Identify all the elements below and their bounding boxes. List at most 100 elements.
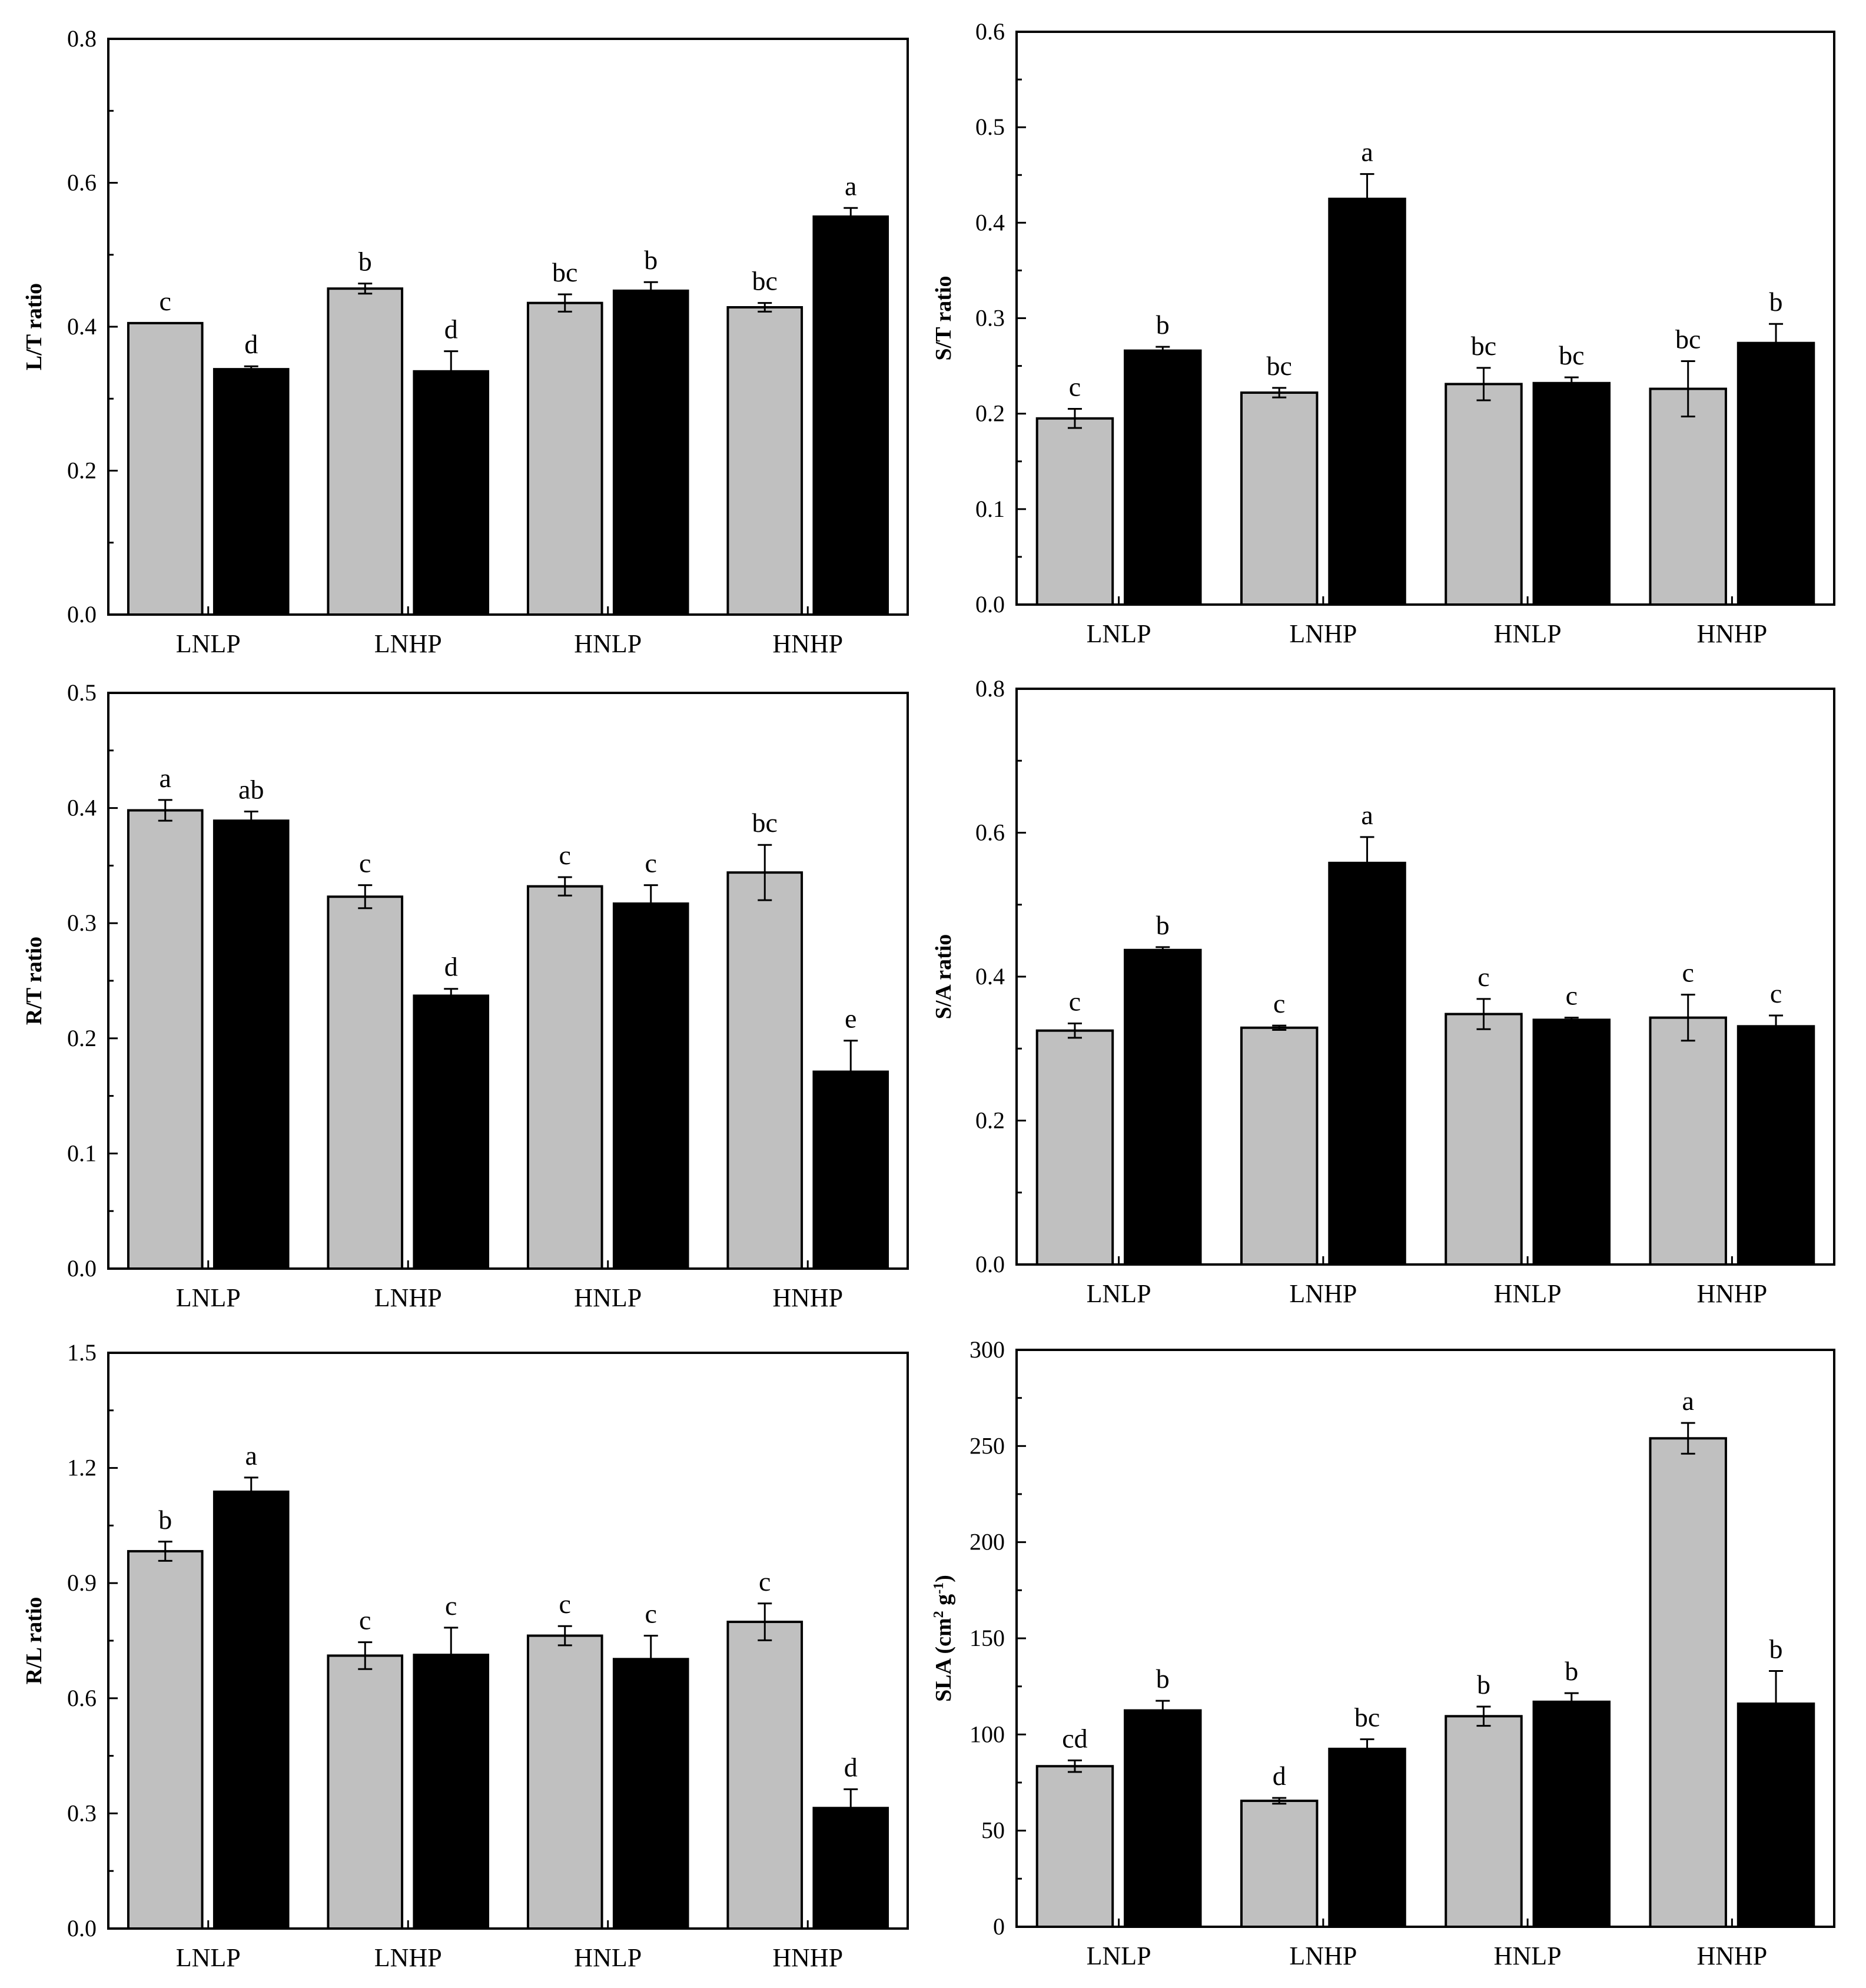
y-tick-label: 0.2 (975, 1107, 1005, 1134)
y-tick-label: 100 (969, 1721, 1005, 1747)
y-tick-label: 0.4 (975, 209, 1005, 235)
x-category-label: HNHP (1696, 1941, 1767, 1970)
x-category-label: HNLP (574, 629, 642, 658)
y-tick-label: 0.4 (67, 795, 97, 821)
bar-black-HNHP (1736, 341, 1815, 606)
significance-letter: c (1069, 986, 1081, 1016)
significance-letter: b (1769, 1634, 1783, 1664)
bar-black-LNLP (1124, 349, 1202, 606)
y-tick-label: 250 (969, 1432, 1005, 1459)
bar-black-LNHP (1328, 197, 1406, 606)
x-category-label: LNHP (1289, 1941, 1357, 1970)
significance-letter: bc (552, 257, 577, 287)
y-tick-label: 0.8 (67, 25, 97, 52)
x-category-label: LNLP (1087, 1941, 1151, 1970)
chart-panel-4: 0.0 0.2 0.4 0.6 0.8 S/A ratio LNLP c b LNHP c a HNLP… (931, 675, 1835, 1308)
significance-letter: c (759, 1566, 771, 1597)
y-tick-label: 0.4 (67, 313, 97, 340)
y-tick-label: 200 (969, 1529, 1005, 1555)
x-category-label: LNHP (1289, 1279, 1357, 1308)
significance-letter: e (845, 1004, 856, 1034)
significance-letter: a (845, 171, 856, 201)
y-tick-label: 0.2 (975, 400, 1005, 427)
chart-panel-2: 0.0 0.1 0.2 0.3 0.4 0.5 0.6 S/T ratio LNLP c b LNHP… (931, 18, 1835, 648)
bar-gray-HNHP (1649, 1016, 1727, 1266)
bar-gray-LNLP (127, 809, 204, 1270)
bar-gray-HNLP (526, 301, 603, 616)
significance-letter: b (158, 1505, 172, 1535)
y-tick-label: 0.9 (67, 1569, 97, 1596)
y-tick-label: 1.5 (67, 1339, 97, 1366)
y-tick-label: 0.0 (67, 601, 97, 628)
bar-gray-HNLP (1445, 1013, 1523, 1266)
significance-letter: c (359, 848, 371, 878)
bar-black-HNHP (812, 1070, 889, 1270)
significance-letter: b (1156, 310, 1170, 340)
bar-black-LNLP (1124, 1709, 1202, 1928)
significance-letter: bc (752, 808, 778, 838)
bar-black-HNLP (612, 289, 689, 616)
significance-letter: c (1770, 978, 1782, 1008)
y-tick-label: 0.0 (975, 591, 1005, 618)
bar-black-HNLP (1532, 1700, 1611, 1929)
x-category-label: HNLP (574, 1283, 642, 1312)
bar-black-LNHP (413, 1654, 490, 1930)
x-category-label: LNLP (1087, 1279, 1151, 1308)
bar-gray-HNLP (526, 1634, 603, 1930)
bar-gray-HNHP (726, 871, 803, 1270)
bar-black-LNLP (213, 368, 290, 616)
bar-black-HNHP (1736, 1025, 1815, 1266)
x-category-label: HNHP (1696, 619, 1767, 648)
chart-panel-6: 0 50 100 150 200 250 300 SLA (cm2 g-1) LNLP cd b LN… (931, 1336, 1835, 1970)
significance-letter: b (644, 245, 658, 275)
x-category-label: LNLP (176, 1943, 241, 1972)
bar-black-HNLP (612, 902, 689, 1270)
x-category-label: HNLP (1494, 1279, 1562, 1308)
y-tick-label: 0.0 (67, 1915, 97, 1941)
significance-letter: d (244, 329, 258, 359)
significance-letter: c (160, 286, 171, 316)
significance-letter: c (645, 1599, 657, 1629)
y-tick-label: 1.2 (67, 1455, 97, 1481)
bar-black-LNHP (1328, 1747, 1406, 1928)
y-tick-label: 0.0 (975, 1251, 1005, 1277)
bar-gray-HNLP (1445, 1715, 1523, 1929)
chart-panel-5: 0.0 0.3 0.6 0.9 1.2 1.5 R/L ratio LNLP b a LNHP c c H… (22, 1339, 909, 1972)
bar-black-HNLP (1532, 1018, 1611, 1266)
significance-letter: c (1069, 372, 1081, 402)
significance-letter: c (1477, 962, 1489, 992)
significance-letter: d (444, 314, 458, 344)
bar-gray-HNHP (726, 306, 803, 616)
y-axis-title: R/L ratio (22, 1597, 47, 1685)
x-category-label: LNHP (1289, 619, 1357, 648)
significance-letter: a (1361, 137, 1373, 167)
bar-black-LNHP (413, 370, 490, 616)
y-tick-label: 0 (993, 1913, 1005, 1940)
y-tick-label: 0.5 (67, 679, 97, 706)
bar-gray-LNHP (1240, 1800, 1319, 1929)
bar-gray-LNLP (127, 321, 204, 616)
x-category-label: LNHP (374, 1283, 442, 1312)
significance-letter: d (1273, 1761, 1286, 1791)
x-category-label: HNHP (772, 1943, 843, 1972)
x-category-label: HNLP (1494, 619, 1562, 648)
bar-gray-HNHP (1649, 387, 1727, 606)
significance-letter: b (1477, 1670, 1490, 1700)
x-category-label: HNHP (772, 629, 843, 658)
y-tick-label: 0.8 (975, 675, 1005, 702)
significance-letter: b (1565, 1656, 1578, 1686)
bar-gray-LNLP (1035, 1029, 1114, 1266)
bar-gray-LNHP (1240, 391, 1319, 606)
y-axis-title: SLA (cm2 g-1) (931, 1575, 956, 1702)
bar-gray-LNHP (1240, 1026, 1319, 1266)
x-category-label: LNLP (176, 1283, 241, 1312)
bar-gray-HNHP (1649, 1437, 1727, 1928)
significance-letter: c (1682, 958, 1694, 988)
y-tick-label: 50 (981, 1817, 1005, 1844)
y-tick-label: 0.3 (67, 910, 97, 936)
bar-gray-HNHP (726, 1621, 803, 1930)
y-tick-label: 0.1 (975, 496, 1005, 522)
bar-gray-LNLP (1035, 417, 1114, 606)
bar-gray-HNLP (526, 885, 603, 1270)
